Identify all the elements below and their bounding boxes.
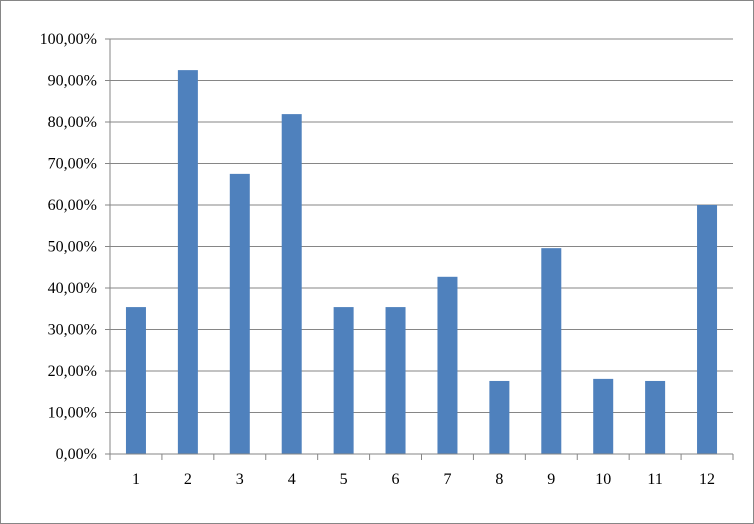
y-tick-label: 70,00% <box>48 156 97 173</box>
x-tick-label: 7 <box>443 471 451 488</box>
bar-11 <box>645 380 666 454</box>
bar-10 <box>593 378 614 454</box>
x-tick-label: 10 <box>595 471 611 488</box>
y-tick-label: 20,00% <box>48 363 97 380</box>
y-tick-label: 10,00% <box>48 405 97 422</box>
bar-6 <box>385 307 406 454</box>
y-tick-label: 40,00% <box>48 280 97 297</box>
y-tick-label: 80,00% <box>48 114 97 131</box>
x-tick-label: 12 <box>699 471 715 488</box>
bar-12 <box>697 205 718 454</box>
bar-1 <box>125 307 146 454</box>
bar-9 <box>541 248 562 454</box>
y-tick-label: 0,00% <box>56 446 97 463</box>
x-tick-label: 8 <box>495 471 503 488</box>
y-tick-label: 60,00% <box>48 197 97 214</box>
y-tick-label: 90,00% <box>48 73 97 90</box>
bar-4 <box>281 114 302 455</box>
x-tick-label: 9 <box>547 471 555 488</box>
bar-8 <box>489 380 510 454</box>
x-tick-label: 11 <box>647 471 662 488</box>
x-tick-label: 2 <box>184 471 192 488</box>
y-tick-label: 30,00% <box>48 322 97 339</box>
x-tick-label: 6 <box>392 471 400 488</box>
x-tick-label: 4 <box>288 471 296 488</box>
x-tick-label: 5 <box>340 471 348 488</box>
y-tick-label: 50,00% <box>48 239 97 256</box>
bar-5 <box>333 307 354 454</box>
bar-3 <box>229 173 250 454</box>
x-tick-label: 1 <box>132 471 140 488</box>
bar-2 <box>177 70 198 454</box>
y-tick-label: 100,00% <box>40 31 97 48</box>
bar-7 <box>437 276 458 454</box>
x-tick-label: 3 <box>236 471 244 488</box>
